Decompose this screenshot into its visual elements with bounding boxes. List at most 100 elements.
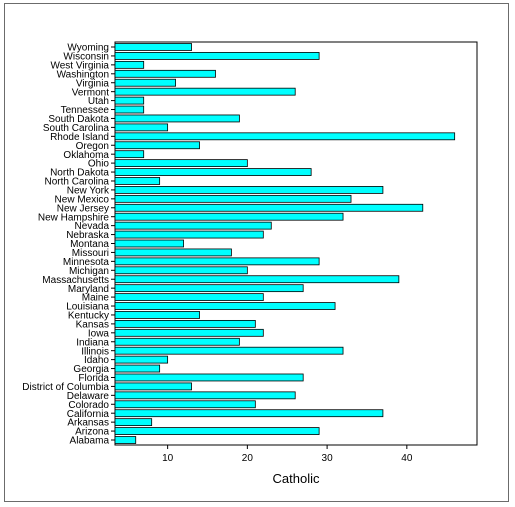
bar — [114, 69, 216, 78]
y-tick-label: Delaware — [67, 391, 110, 402]
y-tick-label: Arkansas — [67, 418, 109, 429]
bar — [114, 382, 192, 391]
y-tick-label: North Carolina — [45, 177, 110, 188]
y-tick-label: Michigan — [69, 266, 109, 277]
y-tick-label: Oklahoma — [63, 150, 109, 161]
y-tick-label: West Virginia — [50, 60, 109, 71]
bar — [114, 319, 256, 328]
y-tick-label: Kansas — [76, 319, 109, 330]
y-tick-label: New Jersey — [57, 203, 109, 214]
bar — [114, 409, 384, 418]
bar — [114, 391, 296, 400]
bar — [114, 337, 240, 346]
bar — [114, 186, 384, 194]
bar — [114, 96, 145, 105]
x-tick-label: 30 — [322, 453, 334, 464]
bar — [114, 141, 200, 150]
bar — [114, 212, 344, 221]
y-tick-label: Indiana — [76, 337, 109, 348]
y-tick-label: Louisiana — [66, 302, 109, 313]
y-tick-label: Oregon — [76, 141, 109, 152]
y-tick-label: Arizona — [75, 427, 109, 438]
y-tick-label: Wyoming — [67, 43, 109, 54]
bar — [114, 114, 240, 123]
y-tick-label: California — [67, 409, 110, 420]
bar — [114, 43, 192, 51]
x-tick-label: 20 — [242, 453, 254, 464]
bar — [114, 328, 264, 337]
y-tick-label: Minnesota — [63, 257, 110, 268]
y-tick-label: Alabama — [70, 436, 110, 447]
bar — [114, 239, 184, 248]
y-tick-label: South Dakota — [48, 114, 109, 125]
bar — [114, 150, 145, 159]
y-tick-label: Georgia — [73, 364, 109, 375]
bar — [114, 203, 424, 212]
bar — [114, 194, 352, 203]
bar — [114, 60, 145, 69]
y-tick-label: Kentucky — [68, 311, 109, 322]
bar — [114, 177, 161, 185]
bar — [114, 418, 153, 427]
y-tick-label: North Dakota — [50, 168, 109, 179]
y-tick-label: Missouri — [72, 248, 109, 259]
bars-layer — [114, 43, 456, 444]
bar — [114, 284, 304, 293]
bar — [114, 87, 296, 96]
bar — [114, 355, 169, 364]
y-tick-label: Illinois — [81, 346, 109, 357]
x-tick-label: 40 — [401, 453, 413, 464]
bar — [114, 132, 456, 141]
x-tick-label: 10 — [162, 453, 174, 464]
bar — [114, 400, 256, 409]
bar — [114, 436, 137, 444]
y-tick-label: Florida — [78, 373, 109, 384]
y-tick-label: Rhode Island — [50, 132, 109, 143]
y-tick-label: Wisconsin — [63, 52, 109, 63]
bar — [114, 123, 169, 132]
bar — [114, 364, 161, 373]
bar — [114, 159, 248, 168]
y-tick-label: Vermont — [72, 87, 109, 98]
bar — [114, 373, 304, 382]
y-tick-label: Nevada — [75, 221, 110, 232]
y-tick-label: Virginia — [76, 78, 110, 89]
bar — [114, 311, 200, 319]
bar — [114, 266, 248, 275]
y-tick-label: Utah — [88, 96, 109, 107]
bar — [114, 257, 320, 266]
x-axis: 10 20 30 40 — [162, 445, 413, 464]
bar — [114, 78, 176, 87]
y-tick-label: Montana — [70, 239, 109, 250]
y-tick-label: New Hampshire — [38, 212, 110, 223]
bar — [114, 230, 264, 239]
y-tick-label: Ohio — [88, 159, 110, 170]
y-tick-label: New Mexico — [55, 194, 110, 205]
bar — [114, 52, 320, 60]
y-tick-label: Colorado — [68, 400, 109, 411]
y-tick-label: Iowa — [88, 328, 110, 339]
y-tick-label: Tennessee — [61, 105, 110, 116]
y-tick-label: Idaho — [84, 355, 109, 366]
y-tick-label: Washington — [57, 69, 109, 80]
y-tick-label: Massachusetts — [42, 275, 109, 286]
y-tick-label: Nebraska — [66, 230, 109, 241]
y-tick-label: New York — [67, 186, 110, 197]
y-tick-label: Maryland — [68, 284, 109, 295]
y-axis: AlabamaArizonaArkansasCaliforniaColorado… — [22, 43, 115, 447]
y-tick-label: District of Columbia — [22, 382, 109, 393]
bar — [114, 427, 320, 435]
bar — [114, 168, 312, 176]
bar — [114, 248, 232, 257]
y-tick-label: Maine — [82, 293, 110, 304]
figure-frame — [4, 3, 509, 502]
bar — [114, 302, 336, 310]
bar — [114, 221, 272, 230]
y-tick-label: South Carolina — [43, 123, 110, 134]
bar — [114, 346, 344, 355]
x-axis-title: Catholic — [273, 471, 320, 486]
bar — [114, 275, 400, 284]
bar — [114, 293, 264, 301]
bar — [114, 105, 145, 114]
